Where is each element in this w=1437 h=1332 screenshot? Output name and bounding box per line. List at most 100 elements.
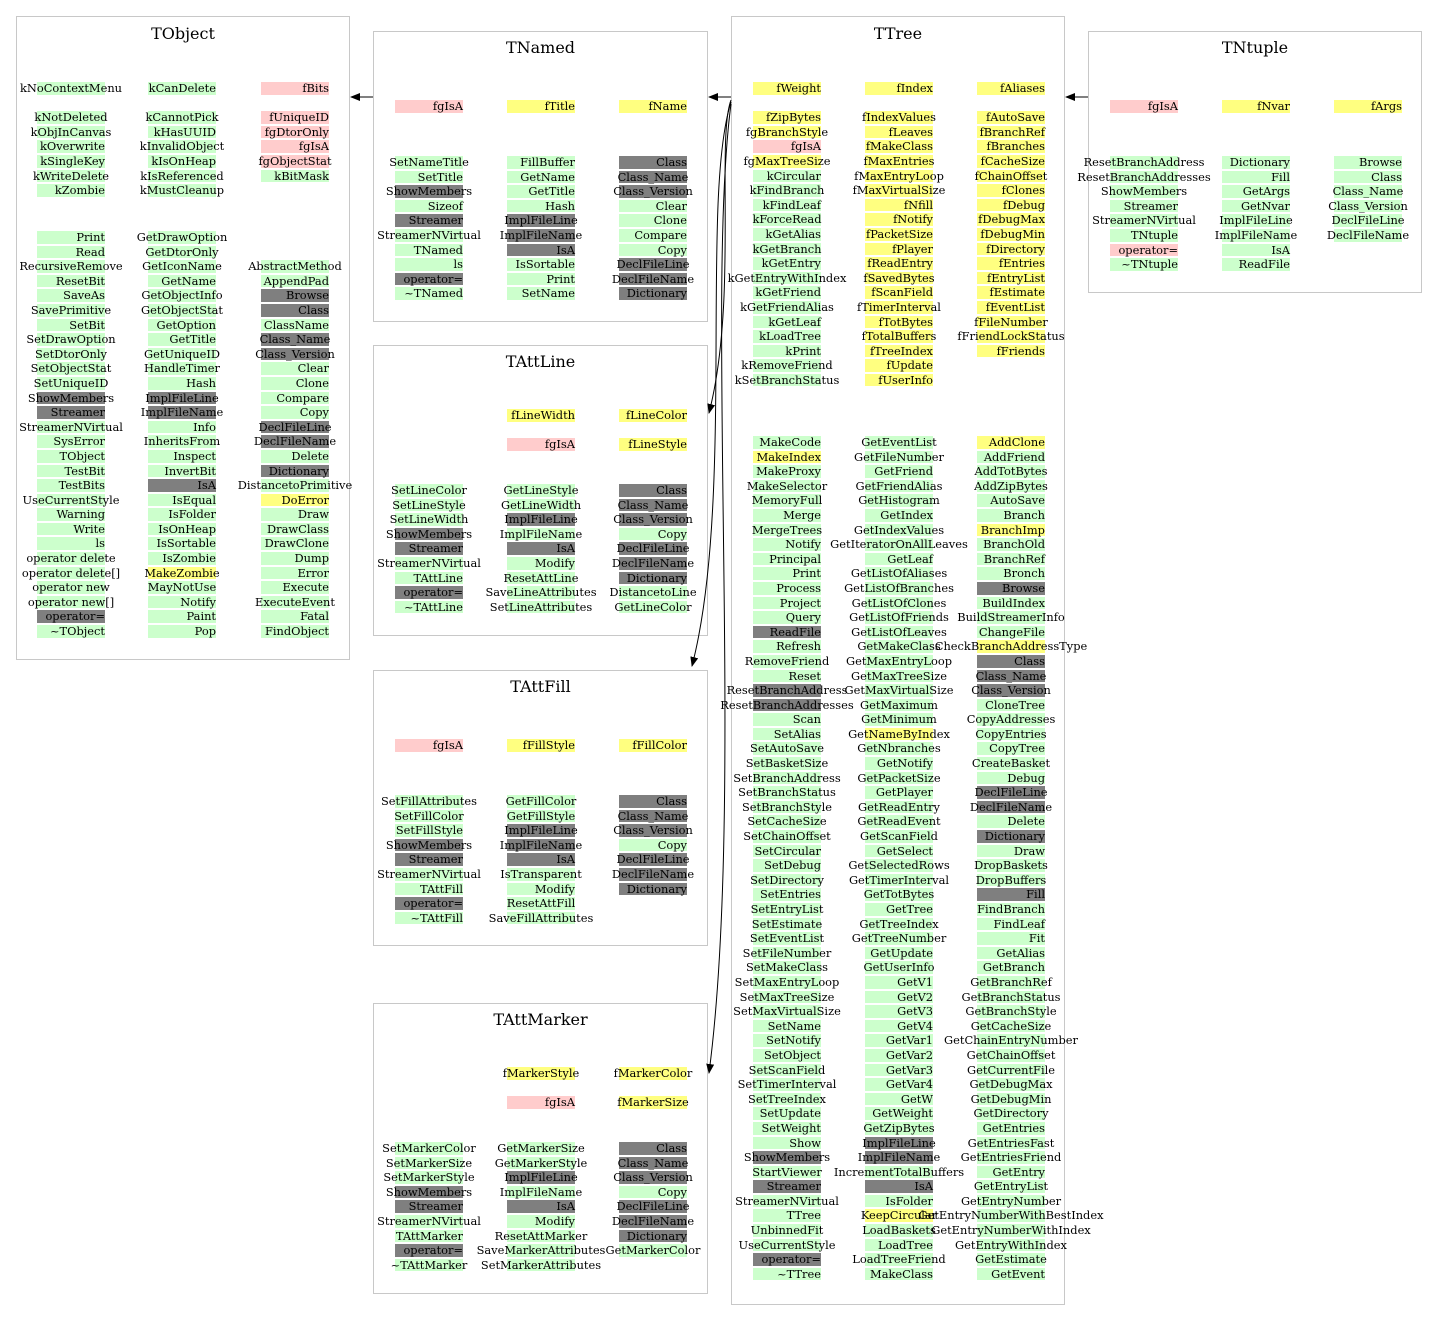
member-cell[interactable]: GetLineColor	[614, 600, 691, 615]
member-cell[interactable]: kOverwrite	[37, 139, 105, 154]
member-cell[interactable]: kBitMask	[261, 169, 329, 184]
member-cell[interactable]: ResetAttMarker	[495, 1229, 588, 1244]
member-cell[interactable]: ls	[37, 536, 105, 551]
member-cell[interactable]: Streamer	[395, 1199, 463, 1214]
member-cell[interactable]: TAttLine	[395, 571, 463, 586]
member-cell[interactable]: DistancetoLine	[609, 585, 696, 600]
member-cell[interactable]: GetTitle	[148, 332, 216, 347]
member-cell[interactable]: Hash	[507, 199, 575, 214]
member-cell[interactable]: Fatal	[261, 609, 329, 624]
member-cell[interactable]: DrawClass	[261, 522, 329, 537]
member-cell[interactable]: GetMarkerColor	[606, 1243, 701, 1258]
member-cell[interactable]: Compare	[261, 391, 329, 406]
member-cell[interactable]: DeclFileLine	[616, 257, 689, 272]
member-cell[interactable]: kNotDeleted	[34, 110, 107, 125]
member-cell[interactable]: operator new	[32, 580, 109, 595]
member-cell[interactable]: Dump	[261, 551, 329, 566]
member-cell[interactable]: SetFillAttributes	[381, 794, 477, 809]
member-cell[interactable]: TAttFill	[395, 882, 463, 897]
member-cell[interactable]: fZipBytes	[753, 110, 821, 125]
member-cell[interactable]: Copy	[619, 243, 687, 258]
member-cell[interactable]: ResetAttLine	[504, 571, 579, 586]
member-cell[interactable]: Class	[619, 794, 687, 809]
member-cell[interactable]: DeclFileLine	[616, 1199, 689, 1214]
member-cell[interactable]: ImplFileName	[500, 1185, 582, 1200]
member-cell[interactable]: Dictionary	[619, 882, 687, 897]
member-cell[interactable]: ShowMembers	[386, 1185, 472, 1200]
member-cell[interactable]: Class_Name	[618, 1156, 689, 1171]
member-cell[interactable]: GetLineWidth	[501, 498, 581, 513]
member-cell[interactable]: SetMarkerSize	[386, 1156, 472, 1171]
member-cell[interactable]: DeclFileName	[254, 434, 336, 449]
member-cell[interactable]: IsOnHeap	[148, 522, 216, 537]
member-cell[interactable]: IsA	[148, 478, 216, 493]
member-cell[interactable]: IsA	[507, 852, 575, 867]
member-cell[interactable]: GetFillStyle	[507, 809, 575, 824]
member-cell[interactable]: SaveMarkerAttributes	[477, 1243, 606, 1258]
member-cell[interactable]: Warning	[37, 507, 105, 522]
member-cell[interactable]: MakeZombie	[144, 566, 219, 581]
member-cell[interactable]: Class	[619, 1141, 687, 1156]
member-cell[interactable]: SetBit	[37, 318, 105, 333]
member-cell[interactable]: fgIsA	[753, 139, 821, 154]
member-cell[interactable]: kWriteDelete	[33, 169, 109, 184]
member-cell[interactable]: kInvalidObject	[140, 139, 224, 154]
member-cell[interactable]: kMustCleanup	[140, 183, 224, 198]
member-cell[interactable]: IsA	[507, 243, 575, 258]
member-cell[interactable]: TObject	[37, 449, 105, 464]
member-cell[interactable]: Clone	[619, 213, 687, 228]
member-cell[interactable]: Read	[37, 245, 105, 260]
member-cell[interactable]: operator=	[395, 272, 463, 287]
member-cell[interactable]: DeclFileLine	[616, 852, 689, 867]
member-cell[interactable]: Dictionary	[619, 286, 687, 301]
member-cell[interactable]: Class_Version	[613, 823, 693, 838]
member-cell[interactable]: IsFolder	[148, 507, 216, 522]
member-cell[interactable]: ShowMembers	[28, 391, 114, 406]
member-cell[interactable]: Draw	[261, 507, 329, 522]
member-cell[interactable]: SetDrawOption	[26, 332, 115, 347]
member-cell[interactable]: GetName	[148, 274, 216, 289]
member-cell[interactable]: SetDtorOnly	[35, 347, 107, 362]
member-cell[interactable]: GetOption	[148, 318, 216, 333]
member-cell[interactable]: Pop	[148, 624, 216, 639]
member-cell[interactable]: MayNotUse	[148, 580, 216, 595]
member-cell[interactable]: ResetBit	[37, 274, 105, 289]
member-cell[interactable]: Notify	[148, 595, 216, 610]
member-cell[interactable]: DeclFileName	[612, 867, 694, 882]
member-cell[interactable]: StreamerNVirtual	[377, 556, 481, 571]
member-cell[interactable]: TNamed	[395, 243, 463, 258]
member-cell[interactable]: kHasUUID	[148, 125, 216, 140]
member-cell[interactable]: GetTitle	[507, 184, 575, 199]
member-cell[interactable]: SysError	[37, 434, 105, 449]
member-cell[interactable]: fgIsA	[395, 99, 463, 114]
member-cell[interactable]: Hash	[148, 376, 216, 391]
member-cell[interactable]: kObjInCanvas	[31, 125, 112, 140]
member-cell[interactable]: Class_Version	[613, 512, 693, 527]
member-cell[interactable]: ImplFileLine	[504, 823, 577, 838]
member-cell[interactable]: AbstractMethod	[248, 259, 342, 274]
member-cell[interactable]: InvertBit	[148, 464, 216, 479]
member-cell[interactable]: IsZombie	[148, 551, 216, 566]
member-cell[interactable]: DrawClone	[261, 536, 329, 551]
member-cell[interactable]: Clone	[261, 376, 329, 391]
member-cell[interactable]: SetTitle	[395, 170, 463, 185]
member-cell[interactable]: fgDtorOnly	[261, 125, 329, 140]
member-cell[interactable]: kIsOnHeap	[148, 154, 216, 169]
member-cell[interactable]: HandleTimer	[144, 361, 220, 376]
member-cell[interactable]: operator delete[]	[22, 566, 120, 581]
member-cell[interactable]: Inspect	[148, 449, 216, 464]
member-cell[interactable]: SetUniqueID	[34, 376, 109, 391]
member-cell[interactable]: IsEqual	[148, 493, 216, 508]
member-cell[interactable]: Info	[148, 420, 216, 435]
member-cell[interactable]: SaveFillAttributes	[489, 911, 594, 926]
member-cell[interactable]: Write	[37, 522, 105, 537]
member-cell[interactable]: SetNameTitle	[389, 155, 469, 170]
member-cell[interactable]: fLineStyle	[619, 437, 687, 452]
member-cell[interactable]: operator=	[395, 896, 463, 911]
member-cell[interactable]: fgObjectStat	[258, 154, 331, 169]
member-cell[interactable]: fgIsA	[507, 437, 575, 452]
member-cell[interactable]: Print	[507, 272, 575, 287]
member-cell[interactable]: fMarkerStyle	[503, 1066, 579, 1081]
member-cell[interactable]: Error	[261, 566, 329, 581]
member-cell[interactable]: DeclFileName	[612, 556, 694, 571]
